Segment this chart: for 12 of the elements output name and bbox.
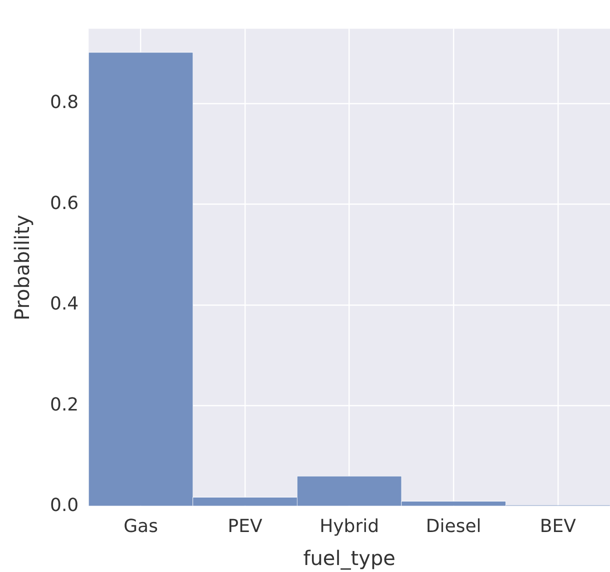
y-tick-label: 0.4 [50,294,79,315]
x-tick-label: Hybrid [320,516,380,537]
y-tick-label: 0.8 [50,92,79,114]
x-tick-label: Diesel [426,516,482,537]
y-axis-title: Probability [10,214,34,320]
y-tick-label: 0.2 [50,394,79,416]
x-tick-label: Gas [124,516,158,537]
x-axis-title: fuel_type [303,546,396,570]
x-tick-label: BEV [540,516,577,537]
y-tick-label: 0.0 [50,495,79,516]
x-tick-label: PEV [228,516,263,537]
y-tick-label: 0.6 [50,192,79,214]
